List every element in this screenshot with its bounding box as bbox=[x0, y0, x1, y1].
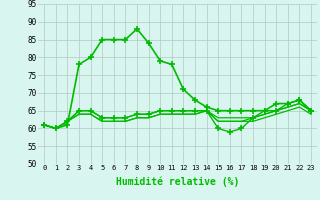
X-axis label: Humidité relative (%): Humidité relative (%) bbox=[116, 177, 239, 187]
